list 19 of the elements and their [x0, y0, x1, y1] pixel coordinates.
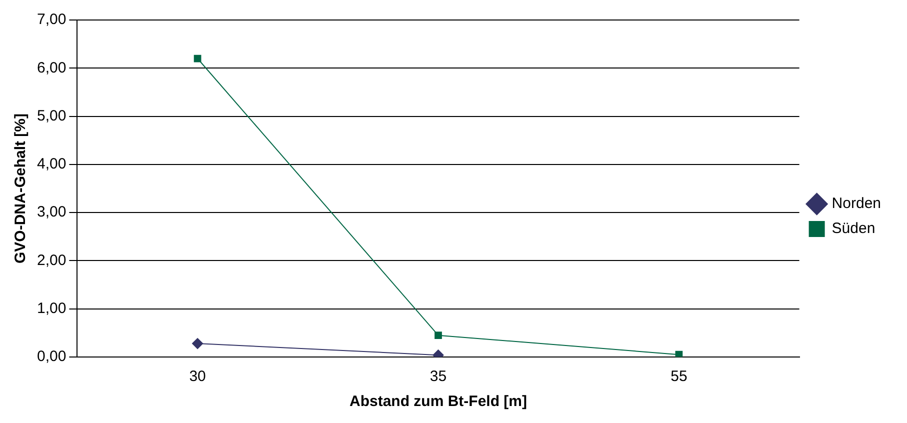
point [194, 54, 202, 62]
y-tick-label: 3,00 [36, 204, 66, 221]
y-tick-label: 7,00 [36, 11, 66, 28]
legend-label: Norden [832, 195, 882, 212]
x-tick-label: 55 [670, 368, 688, 386]
y-tick-label: 5,00 [36, 107, 66, 124]
y-tick-label: 6,00 [36, 59, 66, 76]
legend-label: Süden [832, 220, 876, 238]
y-tick-label: 0,00 [36, 348, 66, 366]
y-axis-title: GVO-DNA-Gehalt [%] [12, 113, 30, 264]
x-tick-label: 35 [430, 368, 447, 386]
point [192, 338, 204, 350]
y-tick-label: 4,00 [36, 156, 66, 173]
x-axis-title: Abstand zum Bt-Feld [m] [350, 393, 527, 410]
y-tick-label: 2,00 [36, 252, 66, 269]
point [675, 350, 683, 357]
y-tick-label: 1,00 [36, 300, 66, 317]
x-tick-label: 30 [189, 368, 206, 386]
point [434, 332, 442, 340]
